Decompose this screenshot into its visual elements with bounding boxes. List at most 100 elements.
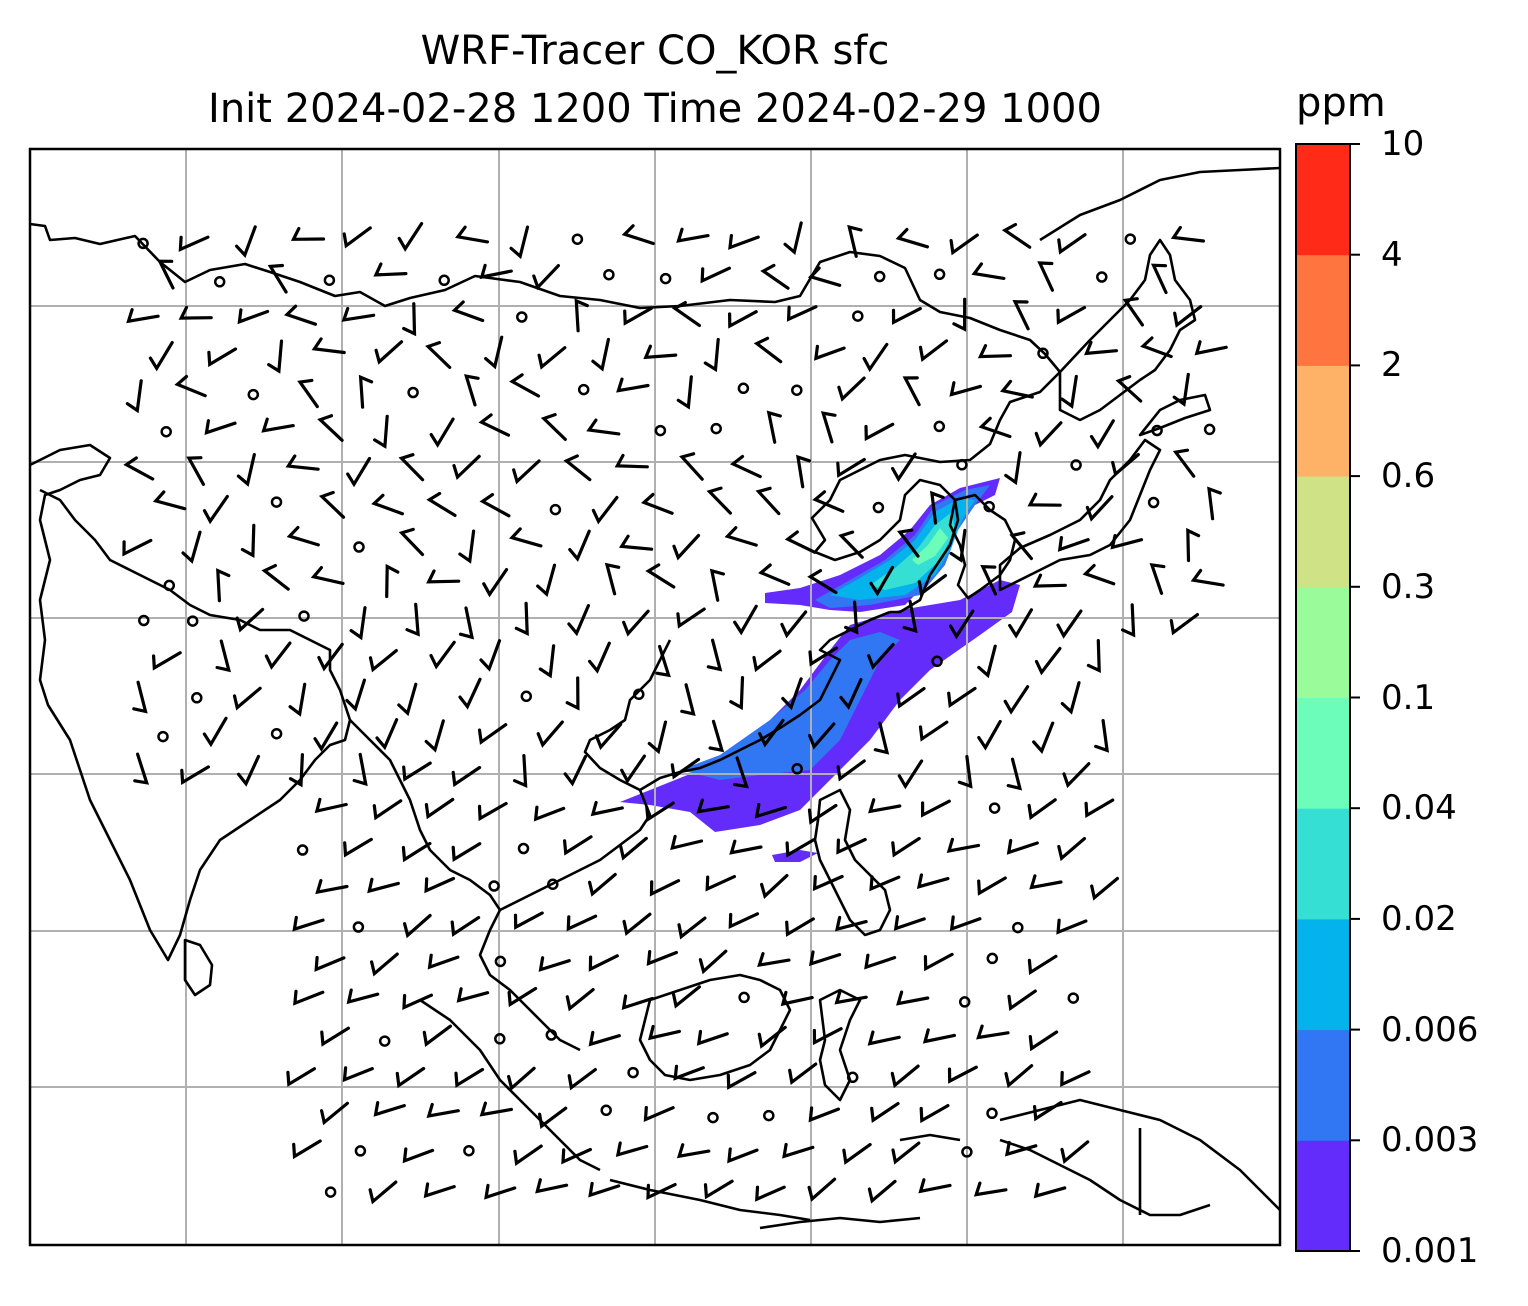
wind-barb <box>261 417 295 433</box>
wind-barb <box>507 1066 536 1092</box>
wind-barb <box>1062 762 1091 789</box>
wind-barb <box>893 915 926 931</box>
wind-barb <box>679 452 704 481</box>
wind-barb <box>372 799 403 821</box>
wind-barb <box>671 985 701 1009</box>
wind-barb <box>1115 375 1143 403</box>
wind-barb <box>292 915 325 932</box>
wind-barb <box>126 308 160 324</box>
wind-barb <box>916 873 950 889</box>
wind-barb-calm <box>247 388 260 401</box>
wind-barb <box>785 838 816 858</box>
wind-barb <box>604 562 621 596</box>
colorbar-tick-label: 0.1 <box>1381 677 1436 718</box>
coastline-philippines <box>813 788 892 937</box>
wind-barb <box>264 641 292 670</box>
wind-barb <box>450 916 481 937</box>
wind-barb <box>891 1141 921 1165</box>
wind-barb <box>648 1024 681 1041</box>
wind-barb <box>862 342 889 373</box>
coastline-russia-east <box>1039 166 1281 422</box>
wind-barb <box>869 875 901 892</box>
wind-barb <box>820 411 837 444</box>
wind-barb <box>343 837 373 858</box>
wind-barb <box>1029 874 1063 890</box>
colorbar-band <box>1296 254 1350 366</box>
wind-barb <box>891 452 917 483</box>
wind-barb <box>670 757 701 780</box>
wind-barb <box>655 644 671 678</box>
wind-barb <box>622 912 652 936</box>
wind-barb-calm <box>407 386 419 399</box>
wind-barb <box>616 377 650 393</box>
wind-barb <box>868 798 902 814</box>
wind-barb <box>1149 562 1166 595</box>
wind-barb <box>458 677 482 710</box>
wind-barb <box>426 1102 460 1119</box>
wind-barb <box>314 797 348 814</box>
wind-barb <box>727 1147 759 1164</box>
wind-barb <box>236 754 261 787</box>
wind-barb-calm <box>873 270 886 283</box>
wind-barb <box>1057 536 1090 552</box>
wind-barb <box>1060 1140 1090 1165</box>
wind-barb <box>700 266 731 284</box>
wind-barb <box>844 600 859 635</box>
wind-barb <box>509 225 530 260</box>
wind-barb <box>649 879 681 897</box>
wind-barb <box>812 1027 843 1046</box>
wind-barb <box>591 495 619 525</box>
wind-barb <box>1033 1100 1063 1122</box>
wind-barb <box>1056 609 1083 639</box>
wind-barb <box>780 610 808 639</box>
wind-barb <box>1034 646 1062 676</box>
wind-barb-calm <box>186 615 199 627</box>
wind-barb <box>458 529 476 564</box>
wind-barb <box>1008 608 1033 639</box>
wind-barb <box>755 1185 786 1202</box>
wind-barb <box>1207 486 1222 521</box>
wind-barb <box>478 413 511 437</box>
colorbar-band <box>1296 144 1350 256</box>
wind-barb <box>397 682 418 717</box>
wind-barb-calm <box>547 878 559 891</box>
wind-barb <box>977 344 1012 359</box>
wind-barbs <box>122 221 1228 1205</box>
wind-barb <box>918 1178 952 1194</box>
wind-barb <box>1004 1064 1034 1089</box>
wind-barb <box>290 227 326 241</box>
wind-barb <box>588 1181 621 1198</box>
wind-barb <box>1060 681 1081 715</box>
wind-barb <box>342 226 372 249</box>
wind-barb <box>1006 838 1039 855</box>
coastline-srilanka <box>183 938 214 997</box>
wind-barb <box>766 410 782 444</box>
wind-barb <box>180 765 210 786</box>
wind-barb <box>1090 876 1119 901</box>
wind-barb-calm <box>298 610 310 622</box>
wind-barb <box>1027 492 1062 507</box>
colorbar-band <box>1296 697 1350 809</box>
wind-barb-calm <box>933 268 946 281</box>
wind-barb <box>318 490 346 519</box>
wind-barb <box>1111 453 1140 478</box>
wind-barb-calm <box>494 955 507 968</box>
wind-barb <box>897 759 924 790</box>
coastline-java <box>609 1178 811 1222</box>
wind-barb <box>1007 989 1037 1012</box>
wind-barb <box>918 339 949 362</box>
wind-barb <box>1004 451 1022 486</box>
wind-barb <box>1169 613 1199 636</box>
wind-barb <box>513 754 528 789</box>
wind-barb <box>513 1144 543 1167</box>
wind-barb <box>891 836 921 858</box>
wind-barb <box>1186 527 1201 563</box>
coastline-smallislands <box>759 1133 961 1230</box>
wind-barb <box>368 1180 398 1205</box>
wind-barb-calm <box>516 311 528 323</box>
wind-barb <box>395 1066 426 1089</box>
coastline-newguinea <box>999 1098 1281 1217</box>
wind-barb <box>482 568 509 598</box>
wind-barb <box>375 718 399 751</box>
wind-barb <box>837 376 866 402</box>
